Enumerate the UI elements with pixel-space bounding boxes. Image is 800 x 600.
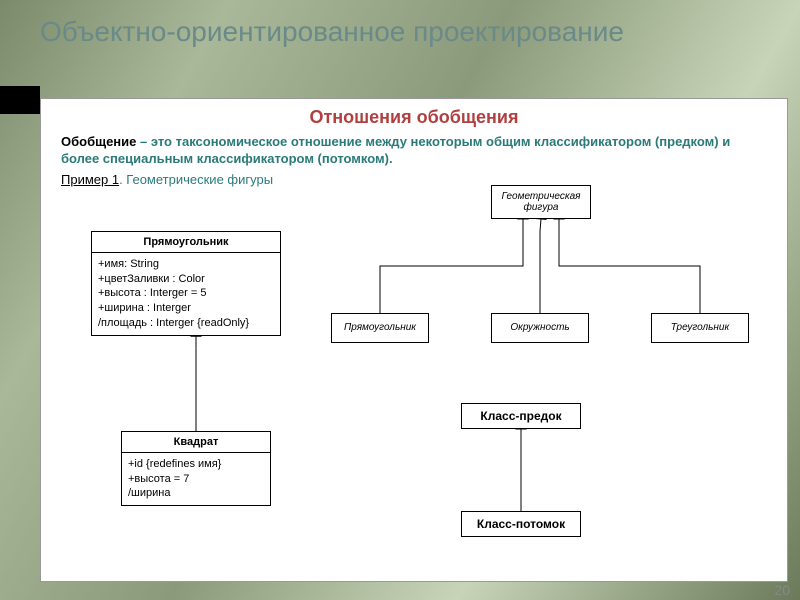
definition-term: Обобщение bbox=[61, 134, 136, 149]
section-title: Отношения обобщения bbox=[61, 107, 767, 128]
example-line: Пример 1. Геометрические фигуры bbox=[61, 172, 767, 187]
definition-body: – это таксономическое отношение между не… bbox=[61, 134, 730, 166]
uml-node-child-rectangle: Прямоугольник bbox=[331, 313, 429, 343]
uml-node-child-circle: Окружность bbox=[491, 313, 589, 343]
uml-class-square: Квадрат +id {redefines имя}+высота = 7/ш… bbox=[121, 431, 271, 507]
example-label: Пример 1 bbox=[61, 172, 119, 187]
decor-black-box bbox=[0, 86, 40, 114]
uml-class-rectangle-title: Прямоугольник bbox=[92, 232, 280, 253]
definition: Обобщение – это таксономическое отношени… bbox=[61, 134, 767, 168]
uml-node-geom-root: Геометрическая фигура bbox=[491, 185, 591, 219]
uml-class-rectangle: Прямоугольник +имя: String+цветЗаливки :… bbox=[91, 231, 281, 336]
example-text: . Геометрические фигуры bbox=[119, 172, 273, 187]
uml-node-ancestor: Класс-предок bbox=[461, 403, 581, 429]
content-panel: Отношения обобщения Обобщение – это такс… bbox=[40, 98, 788, 582]
slide-title: Объектно-ориентированное проектирование bbox=[40, 16, 624, 48]
page-number: 20 bbox=[774, 582, 790, 598]
uml-class-square-title: Квадрат bbox=[122, 432, 270, 453]
uml-diagram: Прямоугольник +имя: String+цветЗаливки :… bbox=[61, 193, 767, 573]
uml-class-rectangle-attrs: +имя: String+цветЗаливки : Color+высота … bbox=[92, 253, 280, 335]
uml-node-child-triangle: Треугольник bbox=[651, 313, 749, 343]
uml-node-descendant: Класс-потомок bbox=[461, 511, 581, 537]
uml-class-square-attrs: +id {redefines имя}+высота = 7/ширина bbox=[122, 453, 270, 506]
